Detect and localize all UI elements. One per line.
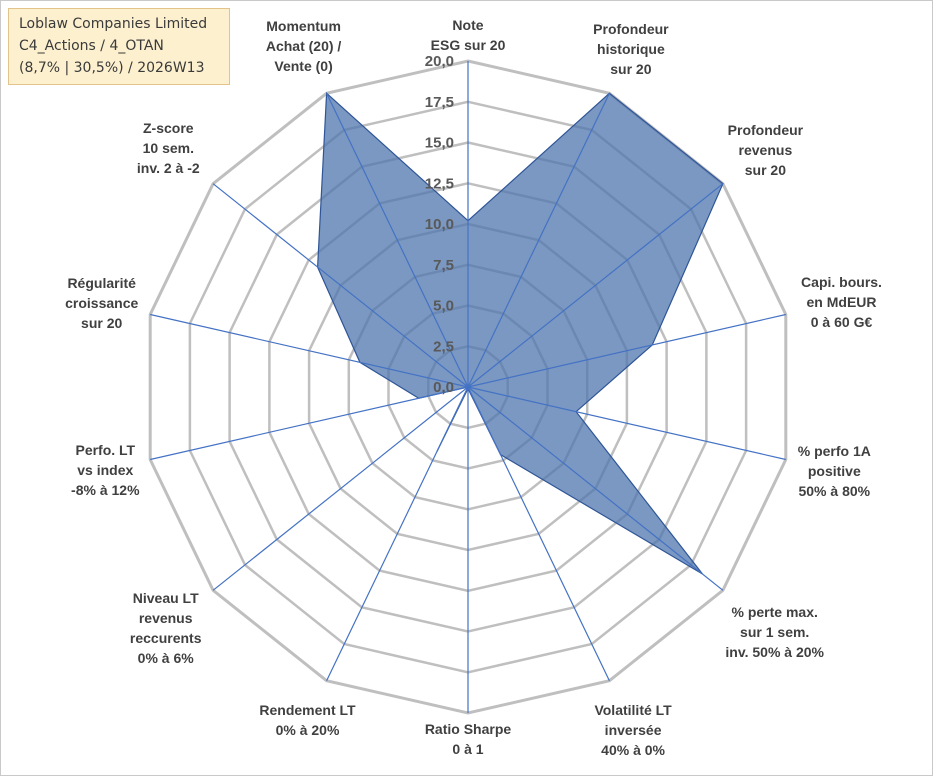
axis-label-6: Volatilité LT inversée 40% à 0% — [594, 700, 671, 760]
axis-label-line: Niveau LT — [132, 590, 199, 607]
spoke-5 — [467, 386, 724, 591]
axis-label-10: Perfo. LT vs index -8% à 12% — [71, 440, 139, 500]
tick-label-7: 17,5 — [425, 94, 454, 111]
spoke-8 — [326, 386, 469, 681]
axis-label-line: Achat (20) / — [265, 37, 342, 54]
axis-label-line: sur 1 sem. — [740, 623, 810, 640]
spoke-13 — [326, 93, 469, 388]
spoke-10 — [150, 386, 469, 461]
axis-label-0: Note ESG sur 20 — [431, 15, 506, 55]
tick-label-6: 15,0 — [425, 135, 454, 152]
axis-label-line: -8% à 12% — [71, 481, 140, 498]
axis-label-line: sur 20 — [744, 161, 787, 178]
info-line-company: Loblaw Companies Limited — [19, 16, 208, 32]
info-line-stats: (8,7% | 30,5%) / 2026W13 — [19, 60, 205, 76]
axis-label-1: Profondeur historique sur 20 — [593, 19, 668, 79]
axis-label-line: sur 20 — [81, 315, 123, 332]
axis-label-line: reccurents — [129, 630, 202, 647]
axis-label-3: Capi. bours. en MdEUR 0 à 60 G€ — [801, 272, 882, 332]
axis-label-line: Vente (0) — [274, 57, 333, 74]
axis-label-line: Régularité — [67, 275, 136, 292]
axis-label-line: Z-score — [143, 120, 194, 136]
tick-label-0: 0,0 — [433, 379, 454, 396]
axis-label-line: 0 à 1 — [452, 741, 484, 757]
axis-label-line: Perfo. LT — [75, 441, 136, 458]
axis-label-line: sur 20 — [610, 60, 652, 77]
axis-label-8: Rendement LT 0% à 20% — [259, 700, 355, 740]
axis-label-line: Rendement LT — [259, 702, 356, 719]
spoke-3 — [467, 313, 786, 388]
axis-label-line: croissance — [65, 295, 139, 312]
axis-label-line: Volatilité LT — [594, 701, 672, 718]
axis-label-line: 0% à 6% — [137, 650, 194, 667]
radar-series-layer — [150, 61, 786, 713]
axis-label-line: revenus — [738, 141, 793, 158]
axis-label-line: 40% à 0% — [601, 741, 666, 758]
info-line-category: C4_Actions / 4_OTAN — [19, 38, 164, 54]
axis-label-line: en MdEUR — [806, 293, 877, 310]
tick-label-5: 12,5 — [425, 175, 454, 192]
spoke-6 — [467, 386, 610, 681]
axis-label-line: 50% à 80% — [798, 482, 871, 499]
axis-label-12: Z-score 10 sem. inv. 2 à -2 — [137, 118, 200, 178]
spoke-1 — [467, 93, 610, 388]
axis-label-line: vs index — [77, 461, 134, 478]
axis-label-line: revenus — [138, 610, 193, 627]
spoke-2 — [467, 183, 724, 388]
spoke-4 — [467, 386, 786, 461]
axis-label-5: % perte max. sur 1 sem. inv. 50% à 20% — [725, 602, 824, 662]
axis-label-line: Profondeur — [593, 20, 669, 37]
axis-label-line: Profondeur — [727, 121, 804, 138]
axis-label-line: % perte max. — [731, 603, 818, 620]
axis-label-2: Profondeur revenus sur 20 — [728, 120, 803, 180]
axis-label-9: Niveau LT revenus reccurents 0% à 6% — [130, 588, 202, 668]
axis-label-11: Régularité croissance sur 20 — [65, 273, 138, 333]
axis-label-7: Ratio Sharpe 0 à 1 — [425, 719, 511, 759]
axis-label-line: positive — [807, 462, 861, 479]
axis-label-line: ESG sur 20 — [430, 37, 506, 53]
axis-label-line: inv. 50% à 20% — [725, 643, 824, 660]
radial-tick-labels: 0,0 2,5 5,0 7,5 10,0 12,5 15,0 17,5 20,0 — [425, 53, 454, 396]
axis-label-line: inv. 2 à -2 — [136, 160, 200, 176]
axis-label-line: historique — [597, 40, 665, 57]
axis-label-line: % perfo 1A — [797, 442, 871, 459]
tick-label-3: 7,5 — [433, 257, 454, 274]
tick-label-8: 20,0 — [425, 53, 454, 70]
tick-label-4: 10,0 — [425, 216, 454, 233]
tick-label-1: 2,5 — [433, 338, 454, 355]
tick-label-2: 5,0 — [433, 298, 454, 315]
axis-label-line: 0% à 20% — [275, 722, 340, 739]
axis-label-13: Momentum Achat (20) / Vente (0) — [266, 16, 341, 76]
spoke-11 — [150, 313, 469, 388]
axis-label-line: 0 à 60 G€ — [810, 313, 873, 330]
spoke-9 — [212, 386, 469, 591]
axis-label-line: Note — [452, 17, 484, 33]
axis-label-line: Ratio Sharpe — [424, 721, 512, 737]
spoke-12 — [212, 183, 469, 388]
info-box: Loblaw Companies Limited C4_Actions / 4_… — [8, 8, 230, 85]
axis-label-line: inversée — [604, 721, 662, 738]
axis-label-4: % perfo 1A positive 50% à 80% — [798, 441, 871, 501]
axis-label-line: 10 sem. — [142, 140, 194, 156]
axis-label-line: Momentum — [266, 17, 341, 34]
axis-label-line: Capi. bours. — [801, 273, 882, 290]
